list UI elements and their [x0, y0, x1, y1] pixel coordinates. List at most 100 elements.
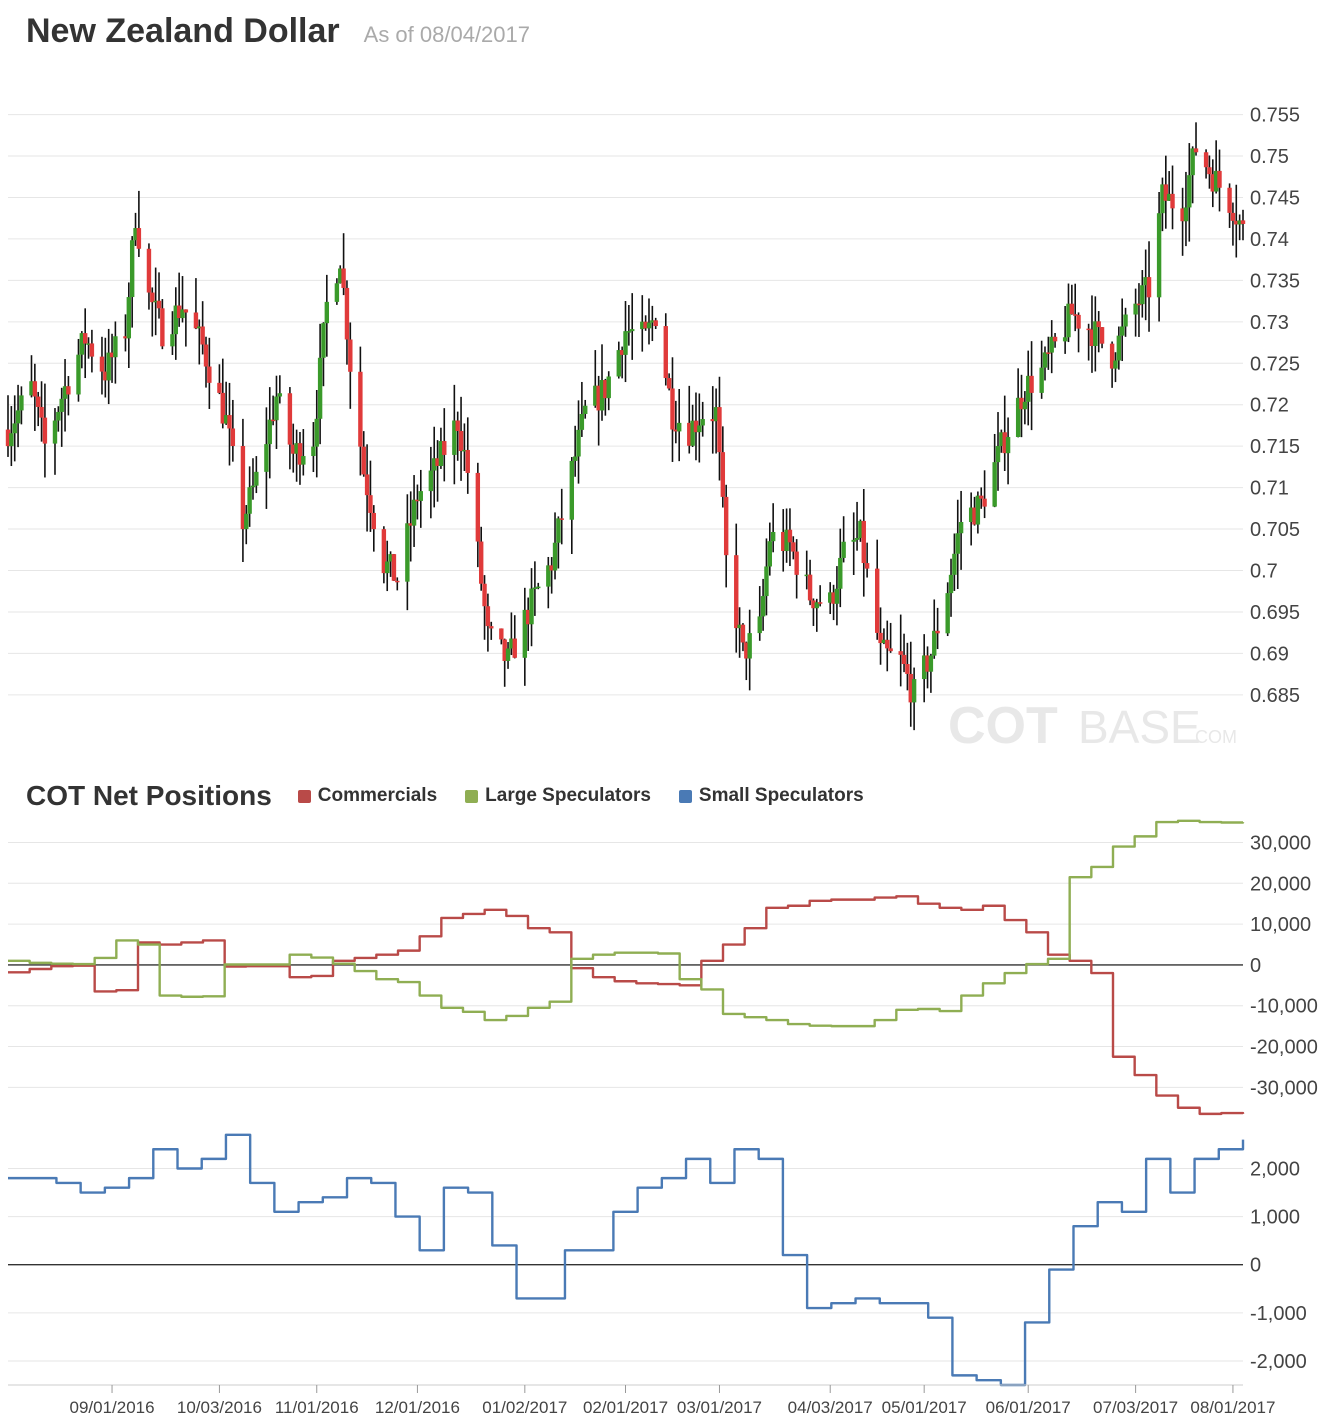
price-candle-body — [435, 458, 440, 466]
price-candle-body — [646, 322, 652, 329]
price-candle-body — [344, 287, 350, 340]
price-candle-body — [478, 541, 484, 584]
price-candle-body — [572, 456, 578, 461]
price-candle-body — [599, 380, 605, 411]
price-candle-body — [908, 673, 913, 703]
price-candle-body — [1089, 329, 1095, 347]
price-candle-body — [264, 444, 269, 472]
price-candle-body — [89, 343, 95, 357]
price-candle-body — [864, 563, 870, 569]
price-candle-body — [881, 639, 887, 644]
as-of-date: As of 08/04/2017 — [363, 22, 530, 47]
price-candle-body — [925, 655, 930, 672]
price-candle-body — [1062, 337, 1068, 342]
price-candle-body — [129, 240, 135, 298]
price-candle-body — [183, 309, 189, 313]
price-candle-body — [99, 356, 105, 372]
price-candle-body — [576, 429, 581, 457]
price-y-tick-label: 0.69 — [1250, 643, 1289, 665]
x-tick-label: 08/01/2017 — [1190, 1398, 1275, 1417]
price-candle-body — [475, 472, 481, 542]
cot-series-lines — [8, 819, 1245, 1116]
small-y-tick-label: 1,000 — [1250, 1207, 1300, 1229]
price-candle-body — [244, 513, 249, 530]
legend-label-large-speculators: Large Speculators — [485, 785, 651, 806]
price-candle-body — [814, 602, 819, 609]
price-candle-body — [549, 565, 554, 571]
price-candle-body — [200, 326, 205, 345]
price-candle-body — [740, 624, 746, 643]
price-candle-body — [717, 407, 722, 453]
price-candle-body — [277, 393, 283, 397]
x-tick-label: 01/02/2017 — [482, 1398, 567, 1417]
price-candle-body — [676, 422, 682, 432]
price-candle-body — [975, 495, 981, 525]
price-candle-body — [556, 518, 561, 543]
cot-y-axis: 30,000 20,000 10,000 0 -10,000 -20,000 -30,000 — [1250, 832, 1318, 1099]
price-candle-body — [630, 329, 635, 332]
price-candle-body — [643, 321, 648, 329]
price-y-tick-label: 0.685 — [1250, 685, 1300, 707]
small-y-tick-label: 2,000 — [1250, 1158, 1300, 1180]
x-tick-label: 03/01/2017 — [677, 1398, 762, 1417]
cot-y-tick-label: 30,000 — [1250, 832, 1311, 854]
price-candle-body — [626, 331, 632, 333]
price-candle-body — [1217, 170, 1222, 188]
legend-item-commercials[interactable]: Commercials — [297, 785, 437, 807]
price-candle-body — [770, 531, 776, 542]
price-y-axis: 0.755 0.75 0.745 0.74 0.735 0.73 0.725 0.72 0.71… — [1250, 105, 1300, 707]
chart-header: New Zealand Dollar As of 08/04/2017 — [26, 12, 530, 51]
price-candle-body — [807, 574, 813, 601]
price-candle-body — [579, 413, 585, 430]
legend-item-small-speculators[interactable]: Small Speculators — [678, 785, 864, 807]
price-candle-body — [388, 554, 393, 562]
price-candle-body — [123, 336, 128, 339]
cot-y-tick-label: -20,000 — [1250, 1037, 1318, 1059]
price-candle-body — [888, 648, 893, 652]
price-candle-body — [905, 664, 910, 674]
price-candle-body — [858, 520, 863, 539]
price-candle-body — [294, 443, 299, 454]
price-candle-body — [650, 320, 655, 323]
price-candle-body — [791, 542, 796, 552]
price-candle-body — [764, 566, 769, 597]
price-candle-body — [1015, 397, 1021, 437]
price-candle-body — [603, 380, 608, 399]
price-candle-body — [405, 523, 410, 582]
cot-y-tick-label: -30,000 — [1250, 1077, 1318, 1099]
price-candle-body — [395, 580, 400, 583]
watermark: COT BASE .COM — [948, 697, 1237, 755]
price-y-tick-label: 0.7 — [1250, 561, 1278, 583]
price-candle-body — [958, 522, 964, 534]
price-candle-body — [1096, 321, 1101, 328]
price-candle-body — [979, 495, 984, 499]
small-y-tick-label: 0 — [1250, 1255, 1261, 1277]
price-candle-body — [287, 393, 293, 445]
price-candle-body — [1026, 375, 1031, 402]
price-candle-body — [1086, 328, 1091, 331]
price-candle-body — [874, 568, 880, 633]
price-candle-body — [546, 565, 551, 587]
price-candle-body — [616, 350, 621, 377]
price-candle-body — [710, 419, 715, 422]
price-candle-body — [438, 441, 444, 466]
price-candle-body — [700, 419, 705, 426]
legend-item-large-speculators[interactable]: Large Speculators — [465, 785, 651, 807]
price-y-tick-label: 0.74 — [1250, 229, 1289, 251]
cot-title: COT Net Positions — [26, 780, 272, 811]
price-candle-body — [442, 441, 447, 455]
price-candle-body — [1207, 167, 1212, 175]
price-candle-body — [358, 371, 363, 447]
price-candle-body — [522, 609, 528, 658]
price-candle-body — [512, 638, 517, 658]
price-candle-body — [1213, 170, 1219, 192]
price-candle-body — [173, 305, 178, 335]
price-candle-body — [653, 320, 658, 327]
price-candle-body — [62, 386, 68, 399]
price-candle-body — [156, 300, 162, 309]
price-candle-body — [126, 297, 132, 339]
price-candle-body — [19, 395, 24, 411]
price-candle-body — [59, 398, 64, 412]
price-y-tick-label: 0.705 — [1250, 519, 1300, 541]
